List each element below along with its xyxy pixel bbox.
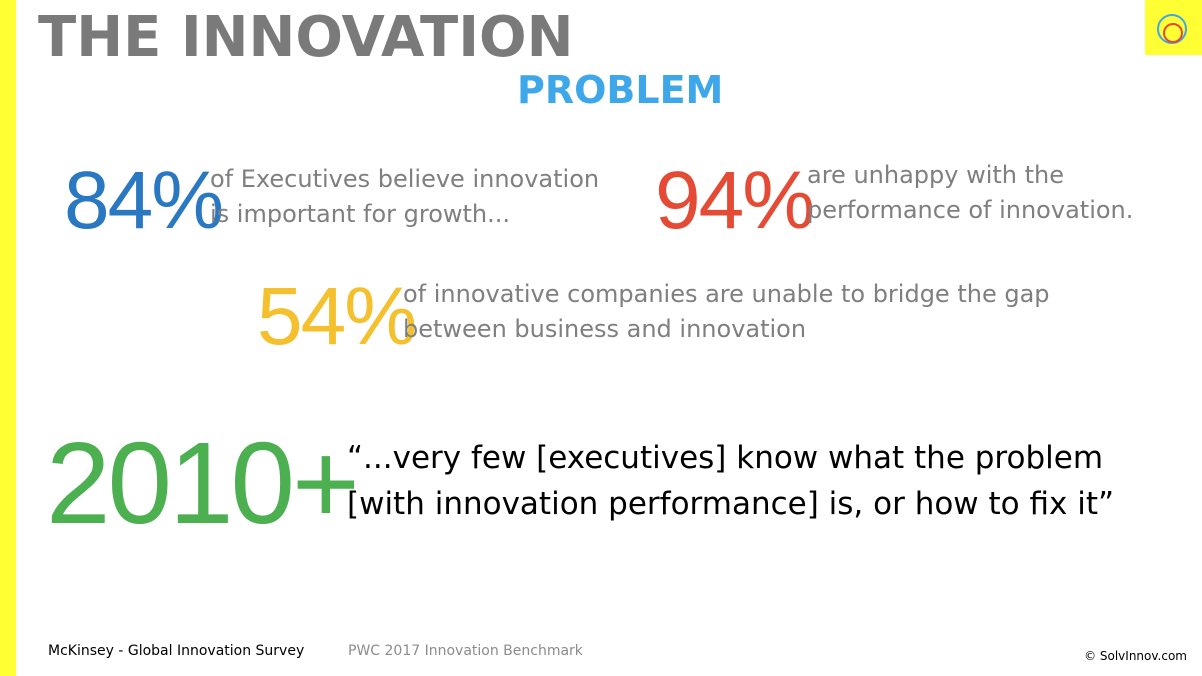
quote: “...very few [executives] know what the … [347, 435, 1114, 527]
stat-54-line-2: between business and innovation [403, 315, 807, 343]
stat-94-text: are unhappy with the performance of inno… [807, 158, 1133, 228]
stat-54-value: 54% [257, 271, 417, 362]
stat-54-line-1: of innovative companies are unable to br… [403, 280, 1050, 308]
stat-94-line-2: performance of innovation. [807, 196, 1134, 224]
left-accent-bar [0, 0, 16, 676]
quote-line-2: [with innovation performance] is, or how… [347, 486, 1115, 522]
footer-source-mckinsey: McKinsey - Global Innovation Survey [48, 643, 305, 659]
page-subtitle: PROBLEM [517, 68, 724, 112]
stat-84-line-2: is important for growth... [210, 200, 511, 228]
logo [1145, 0, 1202, 55]
stat-94-line-1: are unhappy with the [807, 161, 1065, 189]
stat-84-line-1: of Executives believe innovation [210, 165, 600, 193]
quote-line-1: “...very few [executives] know what the … [347, 440, 1104, 476]
page-title: THE INNOVATION [38, 5, 574, 70]
stat-54-text: of innovative companies are unable to br… [403, 277, 1050, 347]
footer-source-pwc: PWC 2017 Innovation Benchmark [348, 643, 583, 659]
copyright: © SolvInnov.com [1084, 649, 1187, 663]
stat-84-text: of Executives believe innovation is impo… [210, 162, 599, 232]
stat-84-value: 84% [64, 155, 224, 246]
stat-2010-value: 2010+ [46, 418, 360, 548]
stat-94-value: 94% [655, 155, 815, 246]
circles-logo-icon [1157, 14, 1187, 44]
